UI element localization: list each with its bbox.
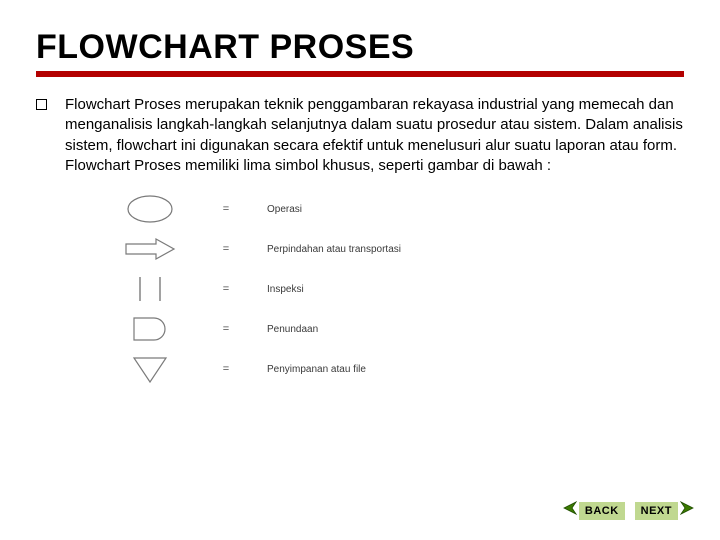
symbol-shape-d-shape-icon [115, 309, 185, 349]
equals-sign: = [219, 283, 233, 295]
symbol-label: Penundaan [267, 324, 318, 335]
equals-sign: = [219, 203, 233, 215]
symbol-row: = Inspeksi [115, 269, 473, 309]
symbol-row: = Penundaan [115, 309, 473, 349]
symbol-label: Penyimpanan atau file [267, 364, 366, 375]
body-row: Flowchart Proses merupakan teknik pengga… [36, 95, 684, 176]
body-text: Flowchart Proses merupakan teknik pengga… [65, 95, 684, 176]
symbol-label: Operasi [267, 204, 302, 215]
equals-sign: = [219, 323, 233, 335]
symbol-legend: = Operasi = Perpindahan atau transportasi = I… [114, 188, 474, 390]
symbol-shape-arrow-right-icon [115, 229, 185, 269]
symbol-label: Perpindahan atau transportasi [267, 244, 401, 255]
symbol-label: Inspeksi [267, 284, 304, 295]
back-label: BACK [579, 502, 625, 520]
next-label: NEXT [635, 502, 678, 520]
page-title: FLOWCHART PROSES [36, 28, 684, 67]
symbol-shape-parallel-lines-icon [115, 269, 185, 309]
nav-bar: BACK NEXT [559, 499, 698, 522]
bullet-square-icon [36, 99, 47, 110]
title-underline [36, 71, 684, 77]
next-button[interactable]: NEXT [635, 499, 698, 522]
arrow-right-icon [680, 499, 698, 522]
symbol-row: = Penyimpanan atau file [115, 349, 473, 389]
back-button[interactable]: BACK [559, 499, 625, 522]
equals-sign: = [219, 243, 233, 255]
equals-sign: = [219, 363, 233, 375]
arrow-left-icon [559, 499, 577, 522]
symbol-row: = Perpindahan atau transportasi [115, 229, 473, 269]
symbol-shape-ellipse-icon [115, 189, 185, 229]
symbol-shape-triangle-down-icon [115, 349, 185, 389]
symbol-row: = Operasi [115, 189, 473, 229]
